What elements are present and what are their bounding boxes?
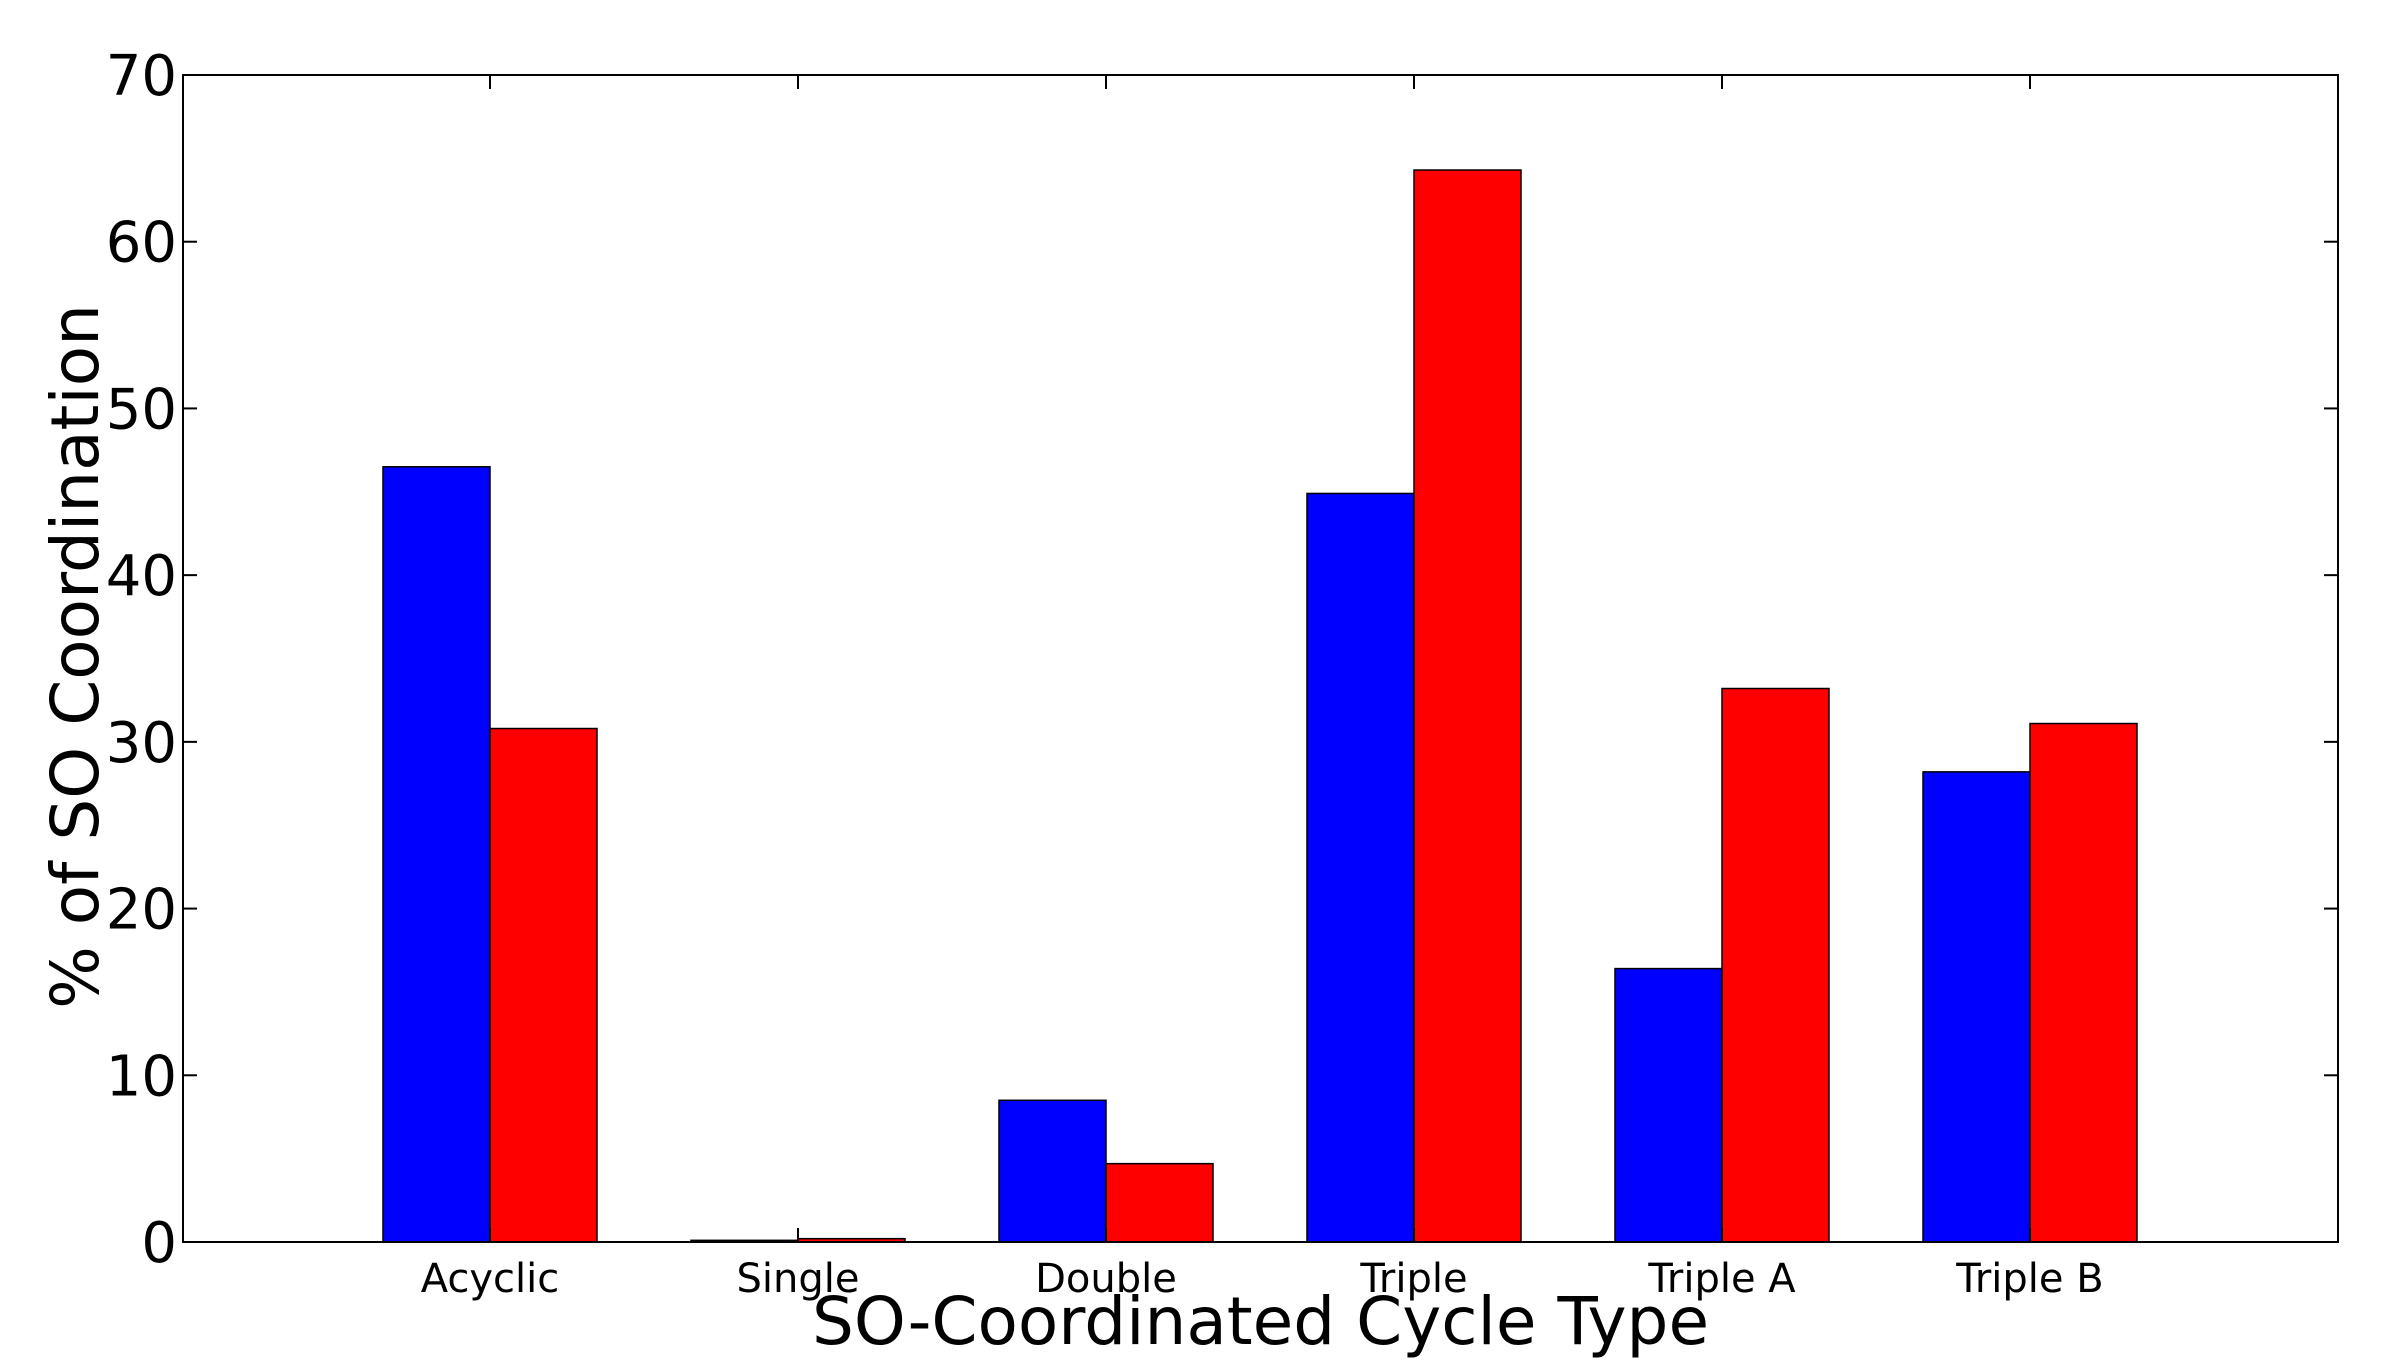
bar-triple-series-2 <box>1413 169 1522 1243</box>
y-tick-label: 40 <box>106 544 177 609</box>
y-tick-label: 20 <box>106 878 177 943</box>
y-tick-label: 70 <box>106 44 177 109</box>
y-tick-label: 0 <box>141 1211 177 1276</box>
y-tick-labels: 0 10 20 30 40 50 60 70 <box>106 44 177 1276</box>
x-tick-label: Double <box>1035 1256 1177 1302</box>
x-tick-label: Acyclic <box>421 1256 560 1302</box>
x-tick-label: Triple <box>1359 1256 1467 1302</box>
bar-double-series-1 <box>998 1099 1107 1243</box>
bar-triple-b-series-1 <box>1922 771 2031 1243</box>
bar-double-series-2 <box>1105 1162 1214 1243</box>
y-tick-label: 10 <box>106 1044 177 1109</box>
bar-triple-series-1 <box>1306 492 1415 1243</box>
bar-acyclic-series-2 <box>489 727 598 1243</box>
y-axis-title: % of SO Coordination <box>37 304 114 1009</box>
x-tick-label: Triple B <box>1955 1256 2103 1302</box>
x-tick-labels: Acyclic Single Double Triple Triple A Triple … <box>421 1256 2104 1302</box>
bars-layer <box>382 169 2138 1243</box>
x-tick-label: Single <box>737 1256 860 1302</box>
plot-frame <box>182 74 2339 1243</box>
bar-triple-a-series-2 <box>1721 687 1830 1243</box>
x-axis-title: SO-Coordinated Cycle Type <box>812 1283 1709 1360</box>
bar-acyclic-series-1 <box>382 466 491 1243</box>
x-tick-label: Triple A <box>1647 1256 1796 1302</box>
y-tick-label: 50 <box>106 377 177 442</box>
bar-triple-a-series-1 <box>1614 967 1723 1243</box>
y-tick-label: 30 <box>106 711 177 776</box>
y-tick-label: 60 <box>106 211 177 276</box>
bar-triple-b-series-2 <box>2029 722 2138 1243</box>
ticks-layer <box>183 74 2338 1243</box>
